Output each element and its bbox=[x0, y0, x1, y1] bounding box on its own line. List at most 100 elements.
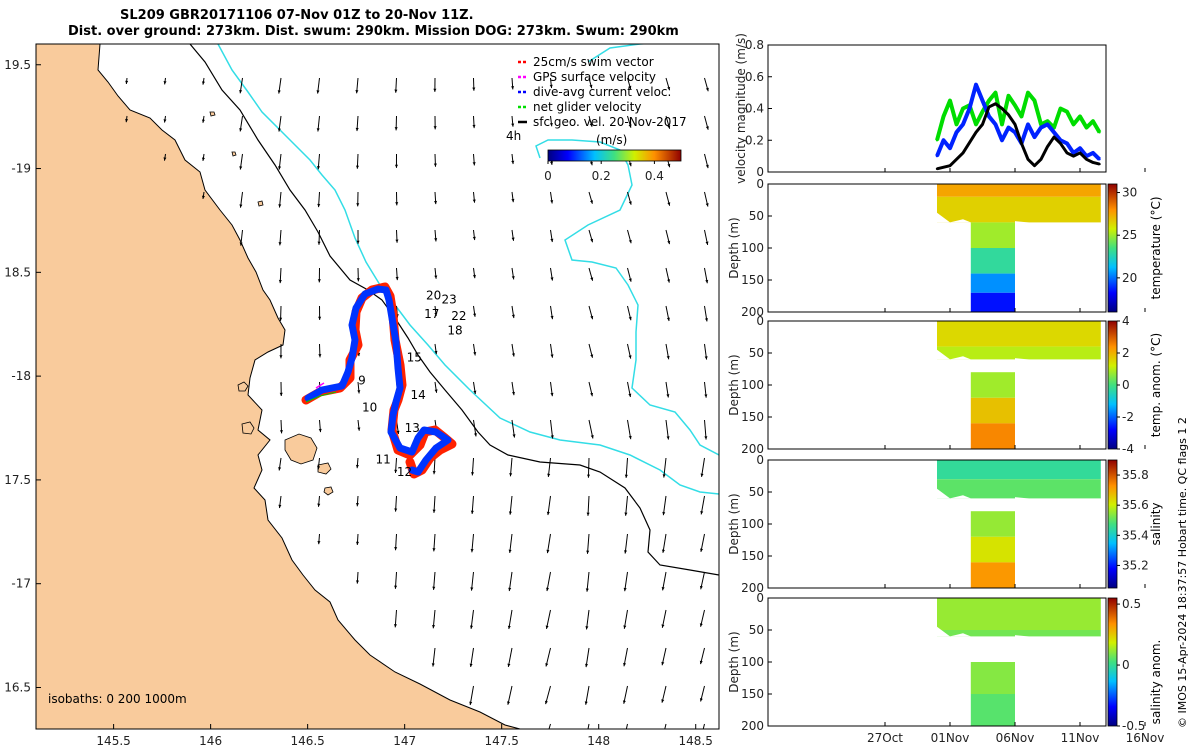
heatmap-cell bbox=[970, 662, 1015, 694]
velocity-point bbox=[1046, 123, 1049, 126]
velocity-arrow bbox=[545, 647, 551, 667]
velocity-point bbox=[974, 131, 978, 134]
velocity-point bbox=[1059, 107, 1062, 110]
velocity-arrow bbox=[661, 609, 667, 628]
map-colorbar-ticks: 0 0.2 0.4 bbox=[544, 161, 664, 183]
heatmap-cell bbox=[937, 598, 1101, 630]
velocity-point bbox=[1033, 99, 1036, 102]
velocity-arrow bbox=[627, 229, 632, 244]
velocity-arrow bbox=[239, 77, 243, 94]
velocity-arrow bbox=[469, 609, 474, 629]
ytick-label: 100 bbox=[741, 655, 764, 669]
heatmap-mask bbox=[937, 626, 971, 637]
velocity-point bbox=[994, 91, 997, 94]
heatmap-cell bbox=[970, 372, 1015, 398]
isobath-1000m-offshore bbox=[535, 139, 719, 456]
velocity-arrow bbox=[508, 571, 513, 592]
heatmap-cell bbox=[937, 196, 1101, 223]
map-ytick-label: -17 bbox=[11, 577, 31, 591]
ytick-label: 200 bbox=[741, 442, 764, 456]
heatmap-cell bbox=[970, 511, 1015, 537]
day-label: 9 bbox=[358, 373, 366, 387]
colorbar-tick-label: 0 bbox=[1122, 658, 1130, 672]
day-label: 14 bbox=[410, 388, 425, 402]
velocity-point bbox=[1091, 151, 1095, 155]
velocity-point bbox=[961, 123, 965, 126]
velocity-arrow bbox=[279, 343, 283, 359]
heatmap-cell bbox=[937, 184, 1101, 197]
velocity-point bbox=[1098, 131, 1101, 134]
velocity-arrow bbox=[395, 191, 399, 206]
velocity-point bbox=[1078, 146, 1082, 150]
surface-velocity-vectors bbox=[125, 77, 709, 729]
velocity-arrow bbox=[317, 267, 321, 283]
depth-ylabel: Depth (m) bbox=[727, 631, 741, 692]
colorbar-tick-label: 35.4 bbox=[1122, 528, 1149, 542]
velocity-arrow bbox=[665, 419, 670, 440]
heatmap-mask bbox=[937, 212, 971, 223]
chart-title-line2: Dist. over ground: 273km. Dist. swum: 29… bbox=[68, 24, 679, 39]
velocity-arrow bbox=[585, 647, 590, 668]
velocity-arrow bbox=[511, 343, 515, 357]
glider-track bbox=[301, 282, 457, 479]
legend-item: net glider velocity bbox=[518, 100, 641, 114]
heatmap-cell bbox=[970, 423, 1015, 449]
velocity-arrow bbox=[704, 191, 709, 207]
velocity-arrow bbox=[317, 495, 321, 507]
velocity-arrow bbox=[277, 77, 282, 94]
heatmap-mask bbox=[1015, 497, 1101, 588]
velocity-arrow bbox=[470, 571, 474, 591]
velocity-point bbox=[1000, 107, 1004, 110]
velocity-point bbox=[1098, 162, 1101, 166]
velocity-point bbox=[1059, 142, 1062, 145]
velocity-series-line bbox=[935, 90, 1102, 141]
velocity-arrow bbox=[661, 685, 667, 703]
day-label: 11 bbox=[376, 452, 391, 466]
velocity-point bbox=[942, 115, 945, 118]
velocity-arrow bbox=[585, 571, 590, 592]
velocity-point bbox=[1013, 104, 1017, 107]
velocity-arrow bbox=[625, 723, 628, 729]
velocity-arrow bbox=[394, 571, 398, 589]
colorbar-tick-label: 20 bbox=[1122, 271, 1137, 285]
day-label: 20 bbox=[426, 288, 441, 302]
velocity-arrow bbox=[704, 229, 709, 246]
depth-ylabel: Depth (m) bbox=[727, 493, 741, 554]
velocity-arrow bbox=[665, 267, 671, 283]
velocity-point bbox=[1085, 158, 1088, 161]
velocity-arrow bbox=[355, 533, 360, 546]
velocity-arrow bbox=[473, 305, 477, 317]
velocity-arrow bbox=[624, 495, 628, 516]
heatmap-cell bbox=[970, 536, 1015, 563]
time-tick-label: 27Oct bbox=[867, 731, 903, 745]
velocity-arrow bbox=[665, 343, 670, 360]
velocity-arrow bbox=[393, 609, 397, 628]
velocity-point bbox=[981, 123, 984, 126]
velocity-arrow bbox=[623, 571, 628, 592]
velocity-arrow bbox=[472, 191, 476, 203]
velocity-arrow bbox=[469, 647, 474, 668]
heatmap-cell bbox=[937, 479, 1101, 499]
velocity-arrow bbox=[239, 191, 243, 208]
map-xtick-label: 145.5 bbox=[96, 734, 130, 748]
ytick-label: 50 bbox=[749, 623, 764, 637]
map-ytick-label: 19.5 bbox=[4, 58, 31, 72]
velocity-arrow bbox=[511, 77, 515, 90]
velocity-arrow bbox=[434, 343, 438, 355]
colorbar-label: salinity bbox=[1149, 502, 1163, 545]
velocity-arrow bbox=[201, 153, 205, 161]
velocity-arrow bbox=[550, 419, 554, 439]
velocity-point bbox=[1065, 110, 1069, 113]
velocity-arrow bbox=[395, 229, 399, 243]
velocity-arrow bbox=[627, 191, 632, 205]
velocity-arrow bbox=[163, 77, 167, 85]
land bbox=[36, 44, 521, 729]
colorbar-tick-label: 0.5 bbox=[1122, 597, 1141, 611]
velocity-arrow bbox=[627, 77, 632, 90]
velocity-arrow bbox=[588, 305, 594, 320]
velocity-arrow bbox=[239, 229, 243, 246]
velocity-arrow bbox=[355, 495, 360, 507]
heatmap-cell bbox=[970, 273, 1015, 293]
